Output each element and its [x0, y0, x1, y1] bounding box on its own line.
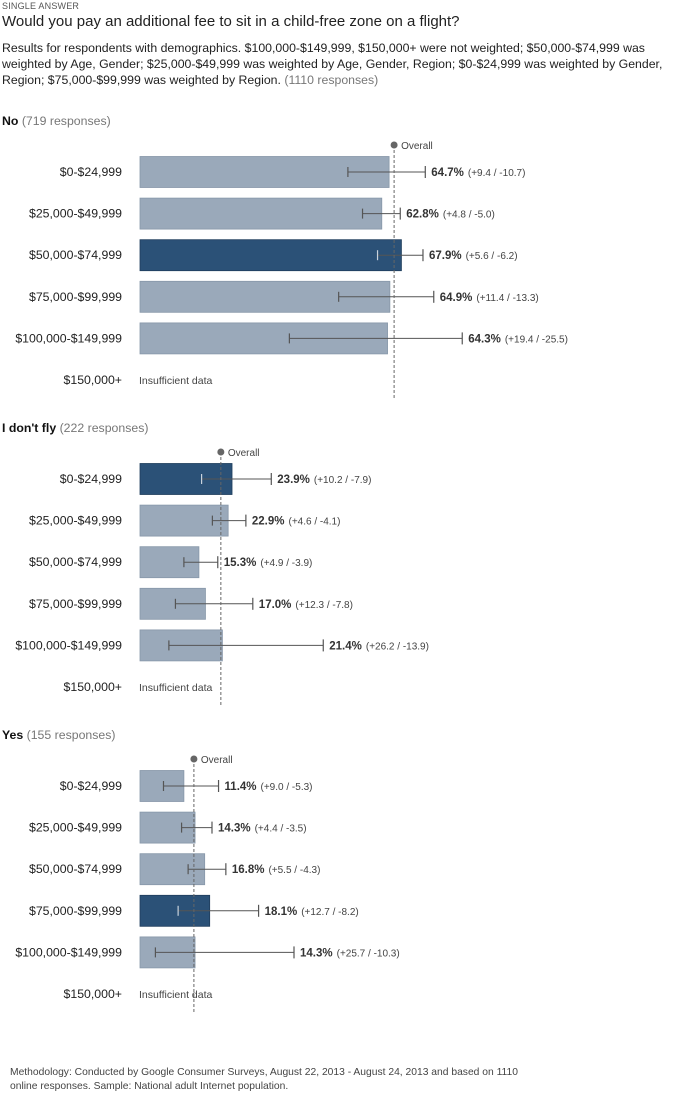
category-label: $75,000-$99,999 [29, 597, 122, 611]
section-header-yes: Yes (155 responses) [2, 728, 115, 742]
value-label: 17.0% [259, 599, 292, 611]
section-responses: (222 responses) [59, 421, 149, 435]
chart-yes: Overall $0-$24,999 11.4% (+9.0 / -5.3) $25,0… [15, 755, 400, 1014]
category-label: $100,000-$149,999 [15, 331, 122, 345]
category-label: $25,000-$49,999 [29, 207, 122, 221]
chart-no: Overall $0-$24,999 64.7% (+9.4 / -10.7) $25,… [15, 141, 568, 400]
category-label: $75,000-$99,999 [29, 290, 122, 304]
value-label: 16.8% [232, 864, 265, 876]
section-responses: (155 responses) [26, 728, 116, 742]
error-range-label: (+26.2 / -13.9) [366, 641, 429, 652]
section-header-dont-fly: I don't fly (222 responses) [2, 421, 148, 435]
error-range-label: (+10.2 / -7.9) [314, 475, 372, 486]
section-responses: (719 responses) [21, 114, 111, 128]
chart-panel-yes: Overall $0-$24,999 11.4% (+9.0 / -5.3) $25,0… [0, 750, 675, 1020]
overall-label: Overall [228, 448, 260, 459]
section-header-no: No (719 responses) [2, 114, 111, 128]
category-label: $100,000-$149,999 [15, 638, 122, 652]
error-range-label: (+4.6 / -4.1) [288, 517, 340, 528]
insufficient-data-label: Insufficient data [139, 989, 213, 1001]
category-label: $25,000-$49,999 [29, 514, 122, 528]
survey-question: Would you pay an additional fee to sit i… [2, 13, 460, 30]
weighting-text: Results for respondents with demographic… [2, 41, 663, 87]
value-label: 23.9% [277, 474, 310, 486]
category-label: $25,000-$49,999 [29, 821, 122, 835]
category-label: $0-$24,999 [60, 165, 122, 179]
value-label: 18.1% [265, 906, 298, 918]
error-range-label: (+4.8 / -5.0) [443, 210, 495, 221]
value-label: 64.9% [440, 292, 473, 304]
section-answer: No [2, 114, 19, 128]
value-label: 14.3% [218, 823, 251, 835]
error-range-label: (+5.5 / -4.3) [268, 865, 320, 876]
category-label: $100,000-$149,999 [15, 945, 122, 959]
value-label: 21.4% [329, 640, 362, 652]
insufficient-data-label: Insufficient data [139, 682, 213, 694]
error-range-label: (+19.4 / -25.5) [505, 334, 568, 345]
value-label: 64.3% [468, 333, 501, 345]
error-range-label: (+12.7 / -8.2) [301, 907, 359, 918]
category-label: $150,000+ [64, 680, 122, 694]
error-range-label: (+25.7 / -10.3) [337, 948, 400, 959]
category-label: $50,000-$74,999 [29, 862, 122, 876]
category-label: $150,000+ [64, 373, 122, 387]
value-label: 14.3% [300, 947, 333, 959]
methodology-note: Methodology: Conducted by Google Consume… [10, 1067, 518, 1092]
total-responses: (1110 responses) [284, 73, 379, 87]
section-answer: I don't fly [2, 421, 57, 435]
insufficient-data-label: Insufficient data [139, 375, 213, 387]
value-label: 67.9% [429, 250, 462, 262]
category-label: $0-$24,999 [60, 779, 122, 793]
error-range-label: (+4.4 / -3.5) [255, 824, 307, 835]
value-label: 15.3% [224, 557, 257, 569]
value-label: 11.4% [225, 781, 257, 793]
bar [139, 239, 402, 272]
category-label: $150,000+ [64, 987, 122, 1001]
category-label: $75,000-$99,999 [29, 904, 122, 918]
question-type-label: SINGLE ANSWER [2, 1, 80, 11]
value-label: 62.8% [406, 209, 439, 221]
chart-panel-no: Overall $0-$24,999 64.7% (+9.4 / -10.7) $25,… [0, 136, 675, 406]
error-range-label: (+11.4 / -13.3) [476, 293, 538, 304]
error-range-label: (+9.0 / -5.3) [261, 782, 313, 793]
category-label: $50,000-$74,999 [29, 555, 122, 569]
overall-label: Overall [401, 141, 433, 152]
value-label: 22.9% [252, 516, 285, 528]
value-label: 64.7% [431, 167, 464, 179]
chart-dont-fly: Overall $0-$24,999 23.9% (+10.2 / -7.9) $25,… [15, 448, 429, 707]
section-answer: Yes [2, 728, 24, 742]
overall-label: Overall [201, 755, 233, 766]
error-range-label: (+12.3 / -7.8) [295, 600, 353, 611]
category-label: $50,000-$74,999 [29, 248, 122, 262]
weighting-description: Results for respondents with demographic… [2, 40, 674, 88]
error-range-label: (+4.9 / -3.9) [260, 558, 312, 569]
chart-panel-dont-fly: Overall $0-$24,999 23.9% (+10.2 / -7.9) $25,… [0, 443, 675, 713]
error-range-label: (+5.6 / -6.2) [466, 251, 518, 262]
category-label: $0-$24,999 [60, 472, 122, 486]
bar [139, 197, 383, 230]
error-range-label: (+9.4 / -10.7) [468, 168, 526, 179]
